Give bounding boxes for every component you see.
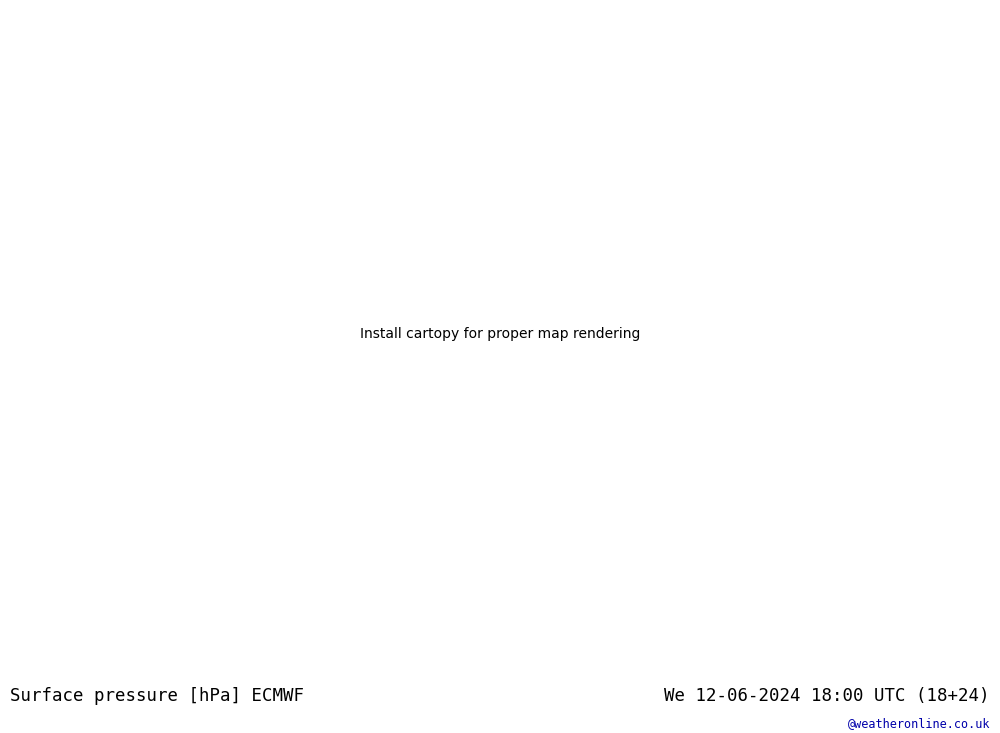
Text: @weatheronline.co.uk: @weatheronline.co.uk xyxy=(848,717,990,730)
Text: Surface pressure [hPa] ECMWF: Surface pressure [hPa] ECMWF xyxy=(10,687,304,704)
Text: Install cartopy for proper map rendering: Install cartopy for proper map rendering xyxy=(360,327,640,342)
Text: We 12-06-2024 18:00 UTC (18+24): We 12-06-2024 18:00 UTC (18+24) xyxy=(664,687,990,704)
